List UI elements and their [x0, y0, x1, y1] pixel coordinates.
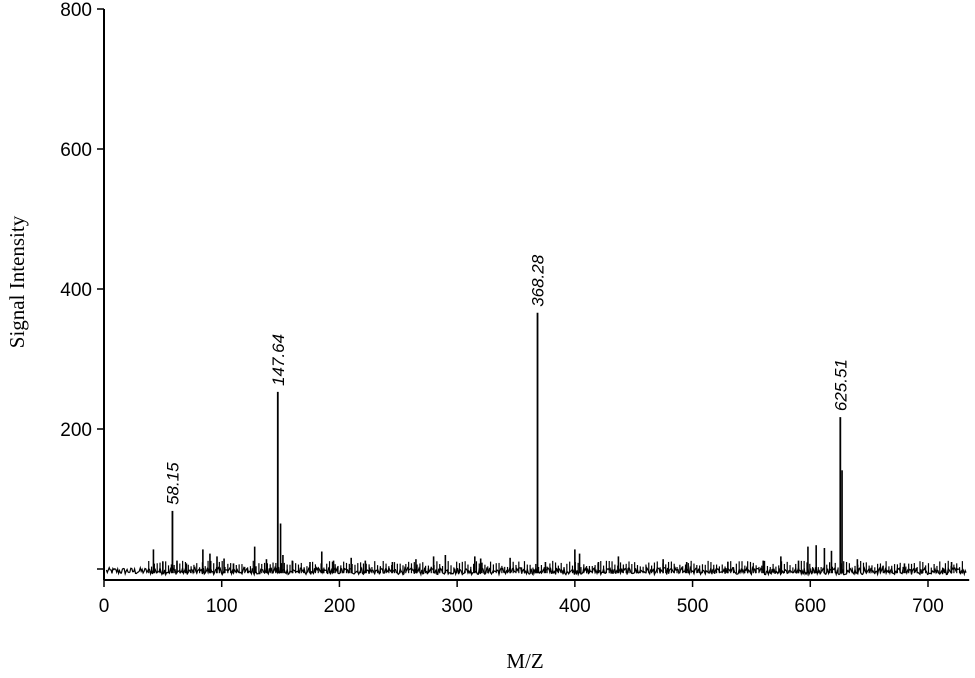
- x-tick-label-400: 400: [559, 596, 591, 617]
- peak-label-625.51: 625.51: [831, 359, 850, 411]
- x-tick-label-300: 300: [441, 596, 473, 617]
- y-tick-label-800: 800: [60, 0, 92, 21]
- x-tick-label-500: 500: [677, 596, 709, 617]
- baseline-noise: [105, 560, 967, 577]
- x-tick-label-100: 100: [206, 596, 238, 617]
- y-tick-label-600: 600: [60, 140, 92, 161]
- x-tick-label-700: 700: [912, 596, 944, 617]
- x-axis-title: M/Z: [506, 649, 543, 673]
- x-tick-label-200: 200: [324, 596, 356, 617]
- minor-peaks: [152, 470, 953, 574]
- x-tick-label-600: 600: [794, 596, 826, 617]
- x-tick-label-0: 0: [99, 596, 110, 617]
- y-tick-label-200: 200: [60, 420, 92, 441]
- peak-label-147.64: 147.64: [269, 334, 288, 386]
- axis-ticks: [97, 8, 929, 587]
- y-tick-label-400: 400: [60, 280, 92, 301]
- major-peaks: 58.15 147.64 368.28 625.51: [163, 254, 850, 574]
- y-axis-title: Signal Intensity: [5, 215, 29, 348]
- peak-label-368.28: 368.28: [529, 254, 548, 307]
- peak-label-58.15: 58.15: [163, 462, 182, 505]
- tick-labels: 0 100 200 300 400 500 600 700 200 400 600 800: [60, 0, 944, 617]
